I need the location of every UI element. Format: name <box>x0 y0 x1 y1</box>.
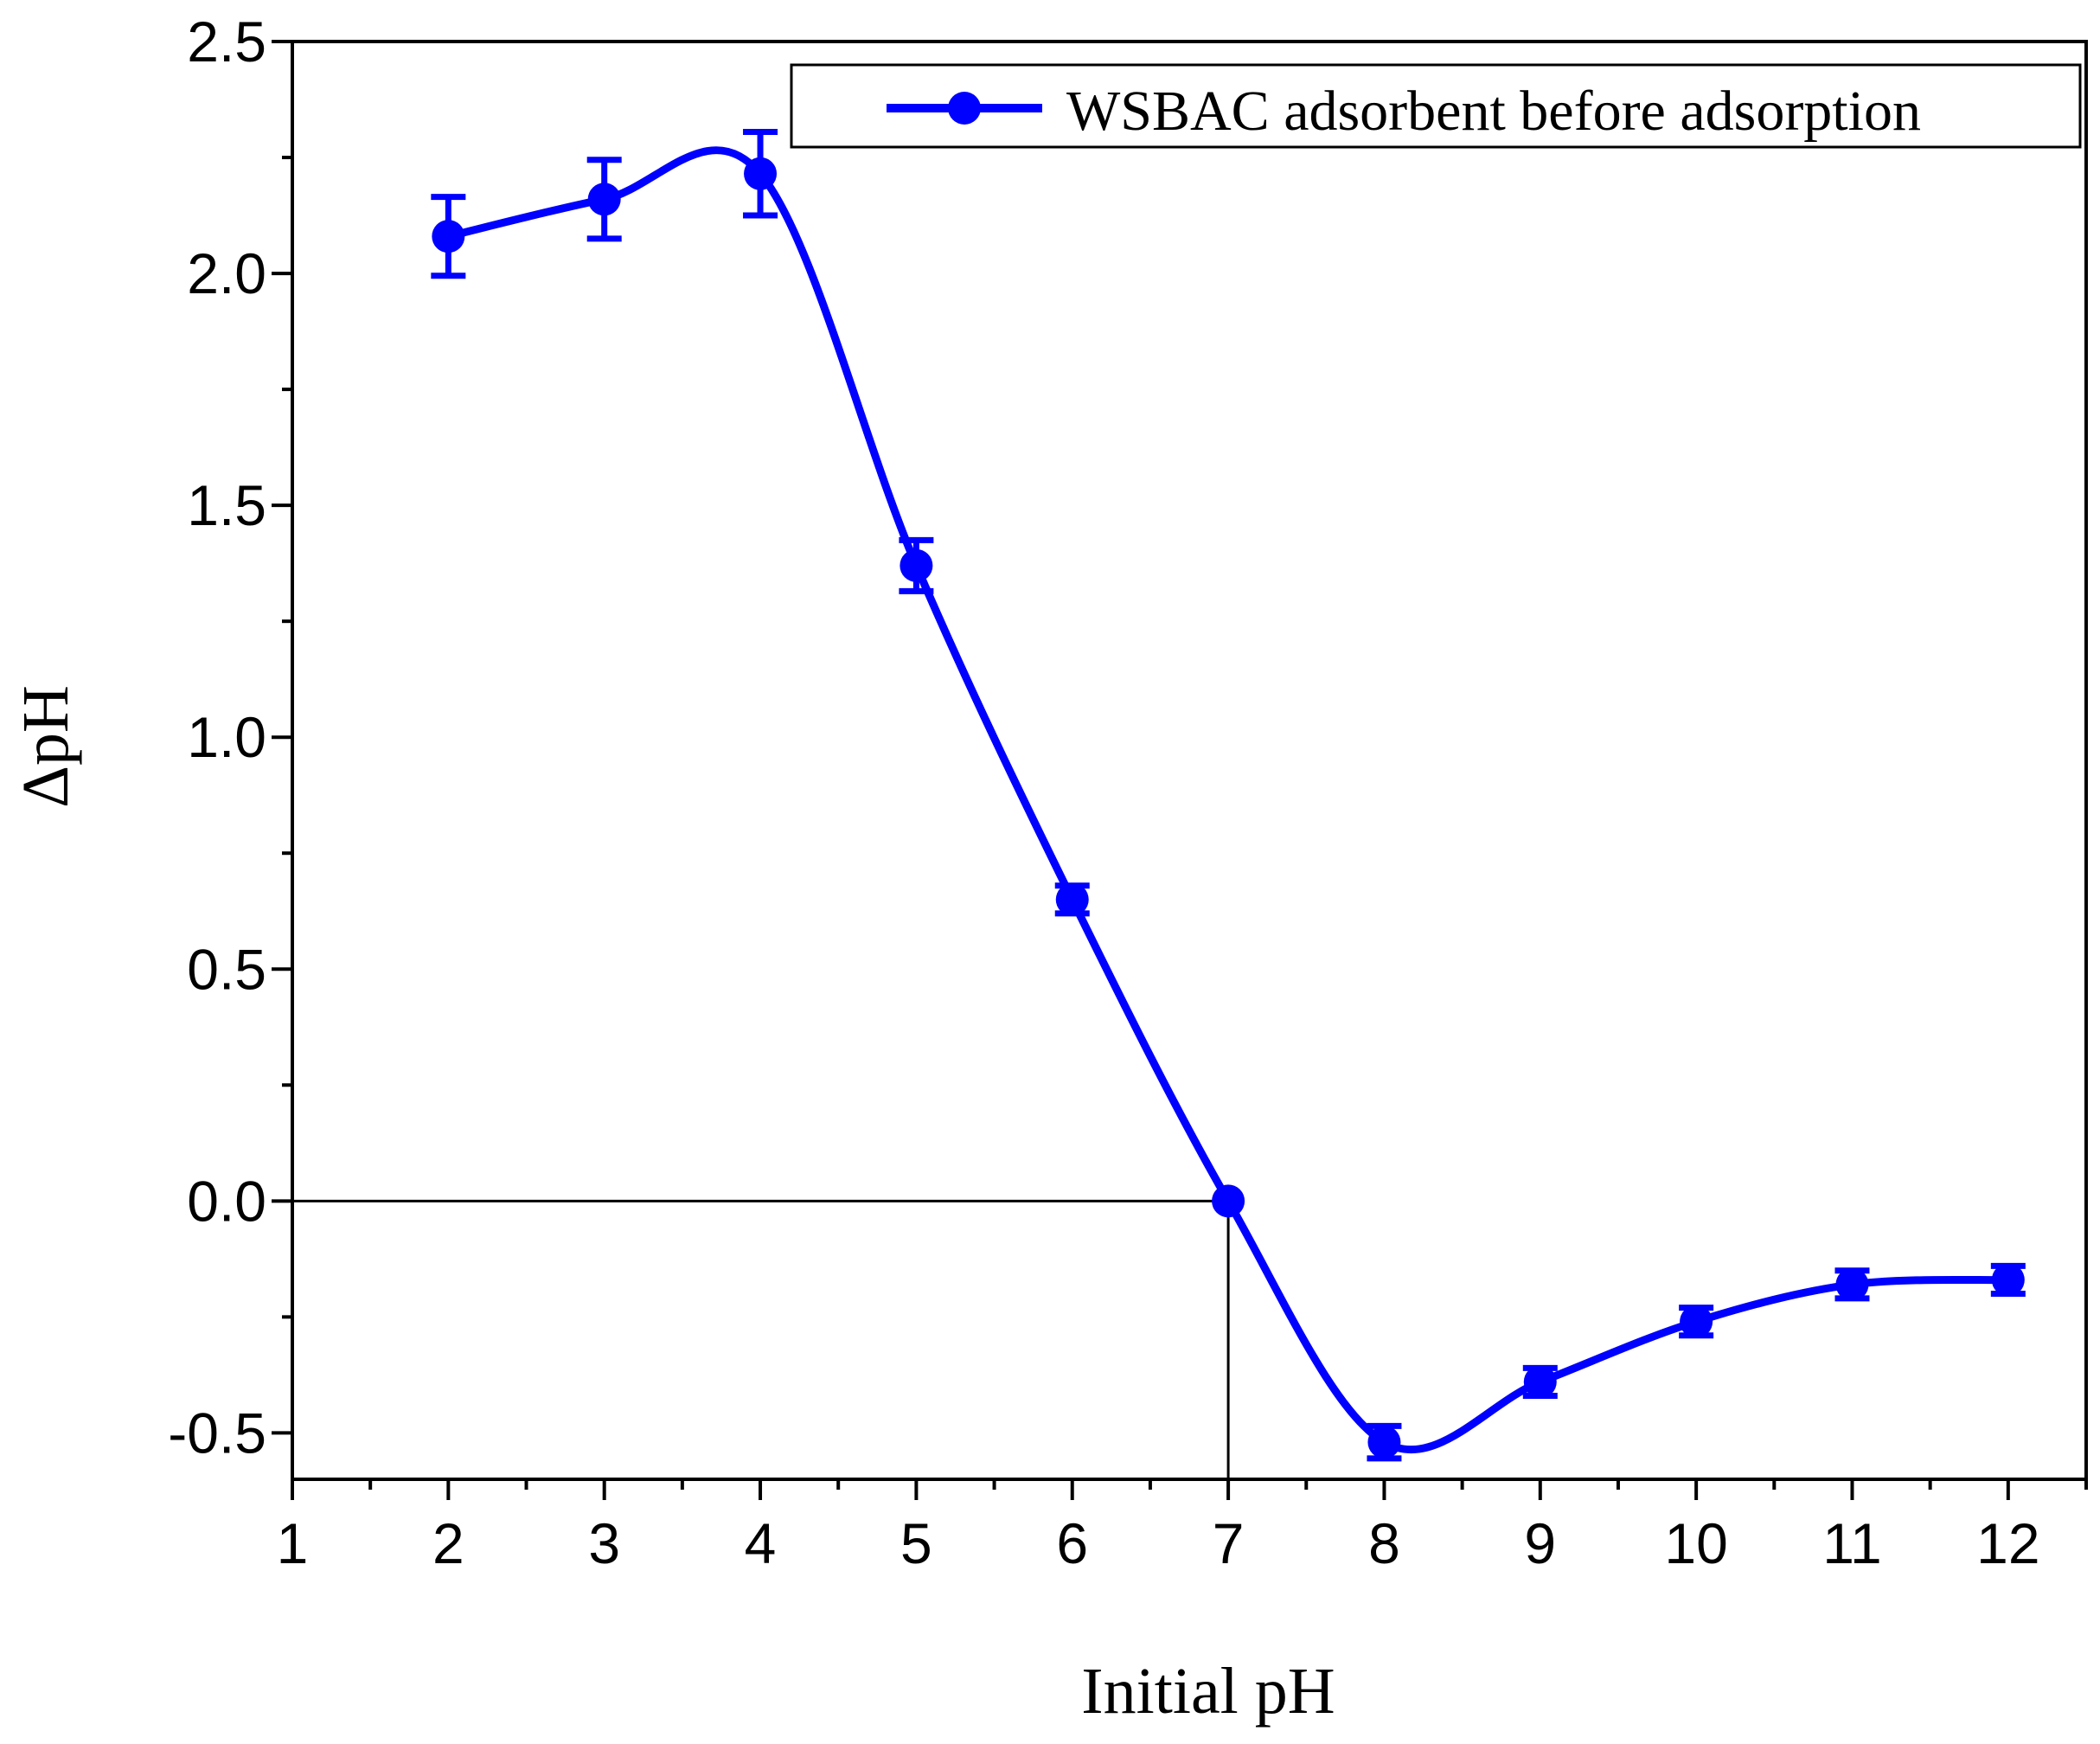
legend: WSBAC adsorbent before adsorption <box>790 63 2082 149</box>
plot-border <box>291 40 2088 1481</box>
y-tick-label: 2.0 <box>187 241 266 305</box>
data-point <box>900 548 933 582</box>
data-point <box>1212 1184 1245 1218</box>
x-tick-label: 5 <box>900 1511 932 1575</box>
x-tick-label: 7 <box>1213 1511 1245 1575</box>
x-tick-label: 2 <box>432 1511 464 1575</box>
plot-frame <box>291 40 2088 1481</box>
y-tick-label: 1.0 <box>187 705 266 769</box>
legend-label: WSBAC adsorbent before adsorption <box>1066 80 1921 143</box>
y-tick-label: 2.5 <box>187 10 266 74</box>
x-tick-label: 3 <box>588 1511 620 1575</box>
y-axis-title: ΔpH <box>10 685 82 808</box>
reference-lines <box>292 1199 1230 1479</box>
y-tick-label: -0.5 <box>168 1401 266 1465</box>
data-point <box>1835 1267 1869 1301</box>
x-tick-label: 9 <box>1524 1511 1556 1575</box>
data-point <box>1055 882 1089 916</box>
data-point <box>1680 1305 1713 1338</box>
x-tick-label: 6 <box>1056 1511 1088 1575</box>
data-series <box>431 129 2026 1462</box>
x-tick-label: 10 <box>1664 1511 1727 1575</box>
x-tick-label: 4 <box>745 1511 777 1575</box>
legend-box <box>790 63 2082 149</box>
x-tick-label: 12 <box>1976 1511 2039 1575</box>
data-point <box>744 157 778 190</box>
axis-ticks: 1 2 3 4 5 6 7 8 9 10 11 122.52.01.51.00.50.0-0.5 <box>168 10 2088 1575</box>
data-point <box>1991 1263 2025 1297</box>
data-point <box>1367 1426 1401 1459</box>
y-tick-label: 1.5 <box>187 473 266 537</box>
data-point <box>1523 1365 1557 1399</box>
x-tick-label: 11 <box>1822 1511 1882 1575</box>
x-tick-label: 8 <box>1368 1511 1400 1575</box>
x-tick-label: 1 <box>277 1511 309 1575</box>
y-tick-label: 0.5 <box>187 937 266 1001</box>
data-point <box>587 183 621 216</box>
legend-swatch-marker <box>948 92 981 125</box>
y-tick-label: 0.0 <box>187 1169 266 1233</box>
data-point <box>432 220 465 253</box>
x-axis-title: Initial pH <box>1081 1655 1335 1728</box>
